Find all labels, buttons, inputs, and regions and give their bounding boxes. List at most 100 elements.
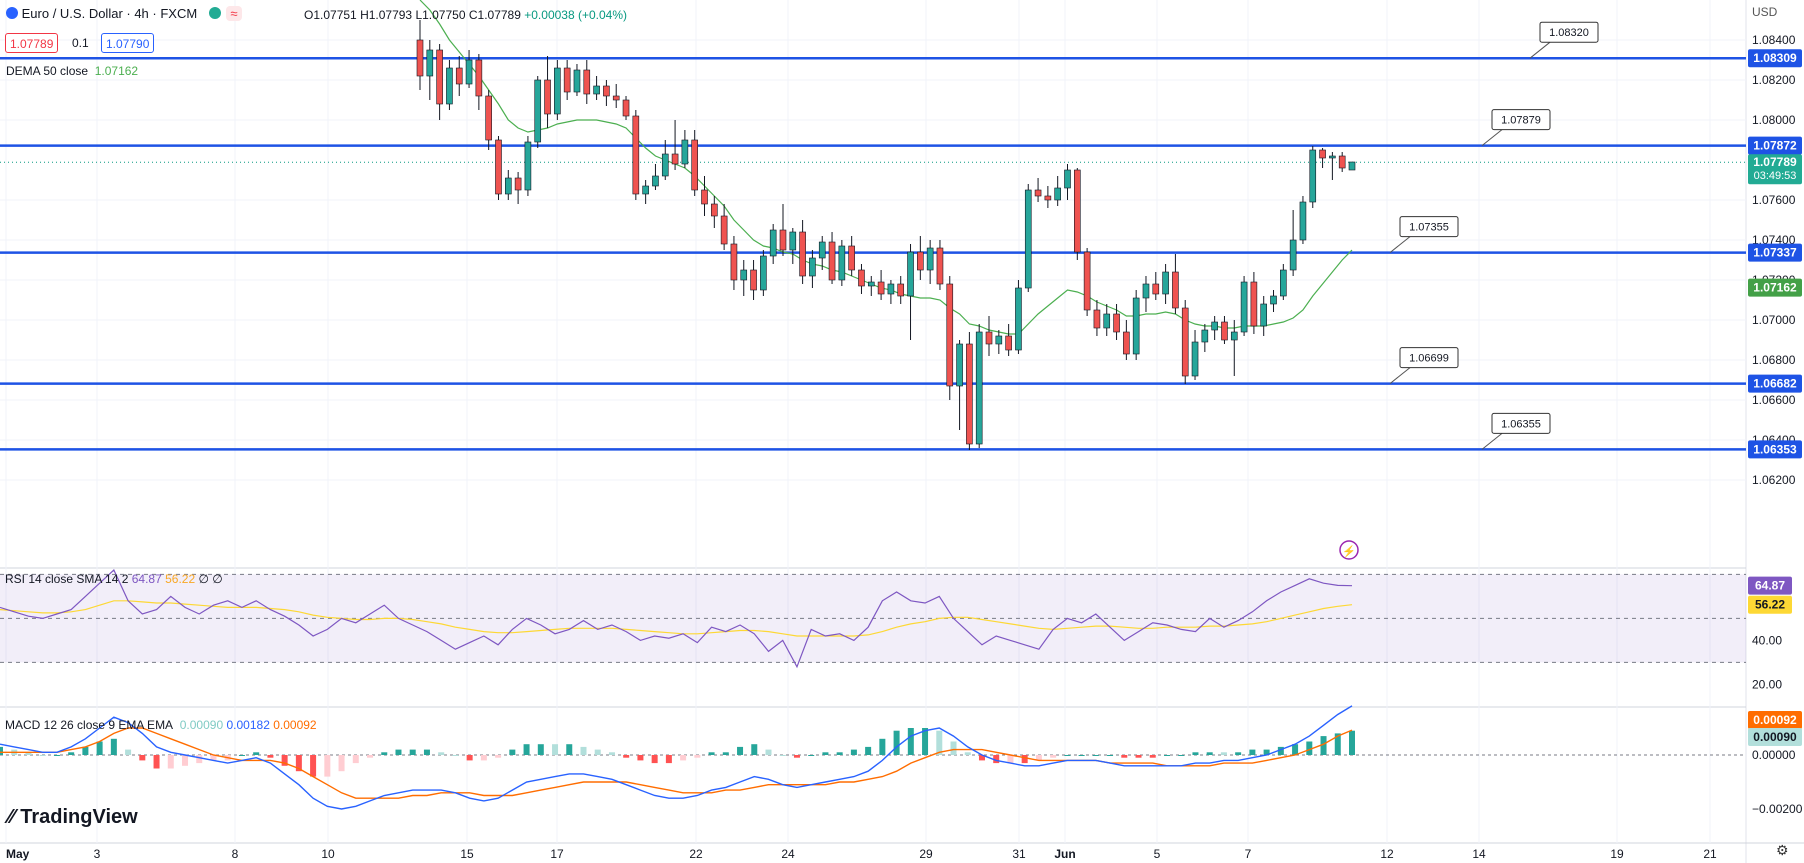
macd-tick-label: −0.00200 xyxy=(1752,802,1803,816)
macd-histogram-bar xyxy=(1078,755,1085,756)
time-tick-label: 8 xyxy=(232,847,239,861)
candle-body xyxy=(642,185,649,195)
macd-histogram-bar xyxy=(338,755,345,772)
candle-body xyxy=(877,281,885,295)
level-axis-label: 1.07872 xyxy=(1753,139,1797,153)
symbol-title: Euro / U.S. Dollar · 4h · FXCM xyxy=(21,6,198,21)
macd-signal-value: 0.00092 xyxy=(273,718,317,732)
time-tick-label: 5 xyxy=(1154,847,1161,861)
macd-hist-axis-bg xyxy=(1748,728,1802,746)
macd-histogram-bar xyxy=(39,755,46,756)
macd-histogram-bar xyxy=(352,755,359,764)
candle-body xyxy=(701,189,708,205)
market-status-icon xyxy=(208,7,221,19)
macd-histogram-bar xyxy=(964,752,971,755)
macd-histogram-bar xyxy=(1334,733,1341,755)
ohlc-close: C1.07789 xyxy=(468,8,521,22)
settings-gear-icon[interactable]: ⚙ xyxy=(1776,842,1789,858)
candle-body xyxy=(1142,283,1150,299)
macd-hist-axis-label: 0.00090 xyxy=(1753,730,1797,744)
macd-histogram-bar xyxy=(423,749,430,755)
spread-value: 0.1 xyxy=(72,36,89,50)
candle-body xyxy=(769,229,777,257)
macd-histogram-bar xyxy=(0,746,3,755)
bid-box[interactable]: 1.07789 xyxy=(5,33,59,53)
macd-histogram-bar xyxy=(779,755,786,756)
bar-countdown-label: 03:49:53 xyxy=(1754,170,1797,182)
macd-histogram-bar xyxy=(594,749,601,755)
candle-body xyxy=(1230,331,1238,341)
candle-body xyxy=(740,269,748,281)
macd-histogram-bar xyxy=(295,755,302,772)
candle-body xyxy=(495,139,502,195)
macd-label: MACD 12 26 close 9 EMA EMA xyxy=(5,718,174,732)
candle-body xyxy=(946,283,954,387)
dema-value: 1.07162 xyxy=(94,64,139,78)
candle-body xyxy=(691,139,698,191)
candle-body xyxy=(504,177,512,195)
candle-body xyxy=(436,49,443,105)
dema-axis-label: 1.07162 xyxy=(1753,281,1797,295)
macd-value: 0.00182 xyxy=(226,718,270,732)
time-tick-label: May xyxy=(6,847,30,861)
candle-body xyxy=(750,269,757,291)
price-tick-label: 1.08200 xyxy=(1752,73,1796,87)
rsi-sma-axis-label-bg xyxy=(1748,595,1792,614)
candle-body xyxy=(966,343,973,445)
macd-histogram-bar xyxy=(1263,749,1270,755)
candle-body xyxy=(1152,283,1160,295)
currency-label[interactable]: USD xyxy=(1752,5,1778,19)
macd-histogram-bar xyxy=(395,749,402,755)
symbol-legend[interactable]: Euro / U.S. Dollar · 4h · FXCM ≈ xyxy=(6,6,242,21)
macd-histogram-bar xyxy=(281,755,288,766)
candle-body xyxy=(1034,189,1042,197)
macd-histogram-bar xyxy=(1064,755,1071,756)
candle-body xyxy=(975,331,983,445)
price-tick-label: 1.08400 xyxy=(1752,33,1796,47)
rsi-tick-label: 20.00 xyxy=(1752,677,1782,691)
candle-body xyxy=(475,59,483,97)
macd-tick-label: 0.00000 xyxy=(1752,748,1796,762)
callout-box xyxy=(1399,216,1459,238)
macd-histogram-bar xyxy=(751,744,758,755)
macd-histogram-bar xyxy=(1050,755,1057,758)
tradingview-logo[interactable]: ⁄⁄ TradingView xyxy=(8,806,138,829)
candle-body xyxy=(671,153,679,165)
candle-body xyxy=(1064,169,1071,189)
last-price-axis-label: 1.07789 xyxy=(1753,155,1797,169)
level-axis-label: 1.07337 xyxy=(1753,246,1797,260)
time-tick-label: 21 xyxy=(1703,847,1717,861)
time-tick-label: 19 xyxy=(1610,847,1624,861)
rsi-legend[interactable]: RSI 14 close SMA 14 2 64.87 56.22 ∅ ∅ xyxy=(5,572,223,586)
macd-histogram-bar xyxy=(1320,736,1327,755)
candle-body xyxy=(730,243,738,281)
rsi-line xyxy=(0,568,1353,669)
alert-lightning-icon xyxy=(1339,540,1359,560)
time-tick-label: 31 xyxy=(1012,847,1026,861)
candle-body xyxy=(485,95,492,141)
macd-histogram-bar xyxy=(523,744,530,755)
ask-box[interactable]: 1.07790 xyxy=(101,33,155,53)
macd-histogram-bar xyxy=(1107,755,1114,756)
candle-body xyxy=(583,69,591,95)
candle-body xyxy=(1113,313,1120,333)
rsi-tick-label: 40.00 xyxy=(1752,633,1782,647)
macd-histogram-bar xyxy=(865,746,872,755)
candle-body xyxy=(1309,149,1317,203)
candle-body xyxy=(1103,313,1111,329)
macd-legend[interactable]: MACD 12 26 close 9 EMA EMA 0.00090 0.001… xyxy=(5,718,317,732)
candle-body xyxy=(1319,149,1326,159)
macd-histogram-bar xyxy=(922,728,929,755)
time-tick-label: 3 xyxy=(94,847,101,861)
candle-body xyxy=(848,245,855,271)
dema-legend[interactable]: DEMA 50 close 1.07162 xyxy=(6,64,138,78)
callout-label: 1.06699 xyxy=(1409,353,1449,365)
macd-histogram-bar xyxy=(238,755,245,756)
macd-histogram-bar xyxy=(196,755,203,764)
candle-body xyxy=(936,247,944,285)
indicator-toggle-icon[interactable]: ≈ xyxy=(226,6,242,21)
macd-histogram-bar xyxy=(1021,755,1028,764)
candle-body xyxy=(1172,271,1179,309)
macd-histogram-bar xyxy=(836,752,843,755)
